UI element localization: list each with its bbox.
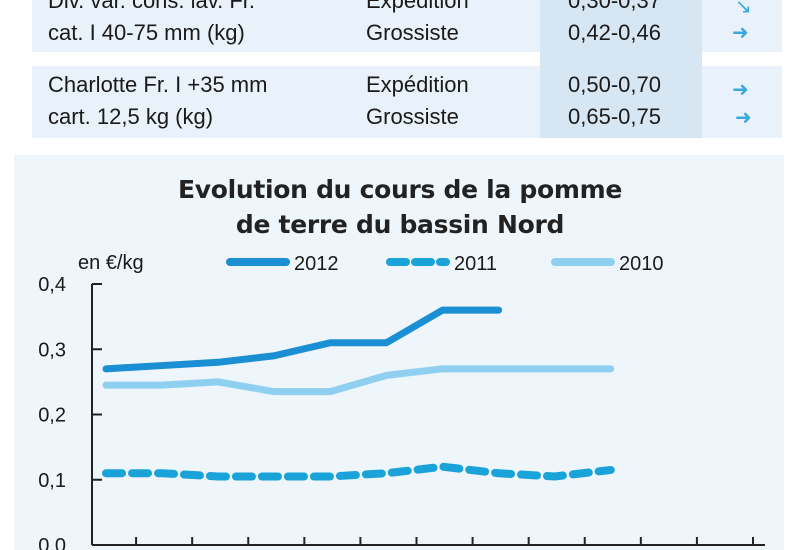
product-label: Charlotte Fr. I +35 mm — [48, 72, 268, 97]
stage-label: Grossiste — [366, 20, 459, 45]
legend-label: 2011 — [454, 253, 497, 275]
y-tick-label: 0,4 — [38, 274, 66, 296]
series-line-2011 — [102, 462, 615, 481]
chart-title-line: Evolution du cours de la pomme — [177, 175, 623, 204]
legend-label: 2010 — [619, 253, 664, 275]
price-range: 0,65-0,75 — [568, 104, 661, 129]
y-axis-unit-label: en €/kg — [78, 252, 144, 274]
price-table: Div. var. cons. lav. Fr. cat. I 40-75 mm… — [0, 0, 800, 150]
chart-title-line: de terre du bassin Nord — [235, 210, 565, 239]
arrow-down-right-icon: ↘ — [735, 0, 752, 18]
y-tick-label: 0,1 — [38, 470, 66, 492]
chart-panel — [14, 155, 784, 550]
chart-legend: 2012 2011 2010 — [226, 253, 664, 275]
y-tick-label: 0,0 — [38, 535, 66, 550]
price-range: 0,50-0,70 — [568, 72, 661, 97]
chart-axes: 0,0 0,1 0,2 0,3 0,4 — [38, 274, 765, 550]
price-column-band — [540, 0, 702, 138]
product-label: Div. var. cons. lav. Fr. — [48, 0, 256, 13]
chart-title: Evolution du cours de la pomme de terre … — [0, 172, 800, 242]
y-tick-label: 0,2 — [38, 405, 66, 427]
stage-label: Expédition — [366, 0, 469, 13]
series-line-2010 — [102, 365, 615, 396]
y-tick-label: 0,3 — [38, 339, 66, 361]
price-range: 0,42-0,46 — [568, 20, 661, 45]
product-label: cart. 12,5 kg (kg) — [48, 104, 214, 129]
arrow-right-icon: ➜ — [735, 107, 752, 129]
arrow-right-icon: ➜ — [732, 79, 749, 101]
arrow-right-icon: ➜ — [732, 22, 749, 44]
product-label: cat. I 40-75 mm (kg) — [48, 20, 245, 45]
price-range: 0,30-0,37 — [568, 0, 661, 13]
series-line-2012 — [102, 306, 503, 373]
legend-label: 2012 — [294, 253, 339, 275]
chart-series — [102, 306, 615, 481]
stage-label: Expédition — [366, 72, 469, 97]
stage-label: Grossiste — [366, 104, 459, 129]
